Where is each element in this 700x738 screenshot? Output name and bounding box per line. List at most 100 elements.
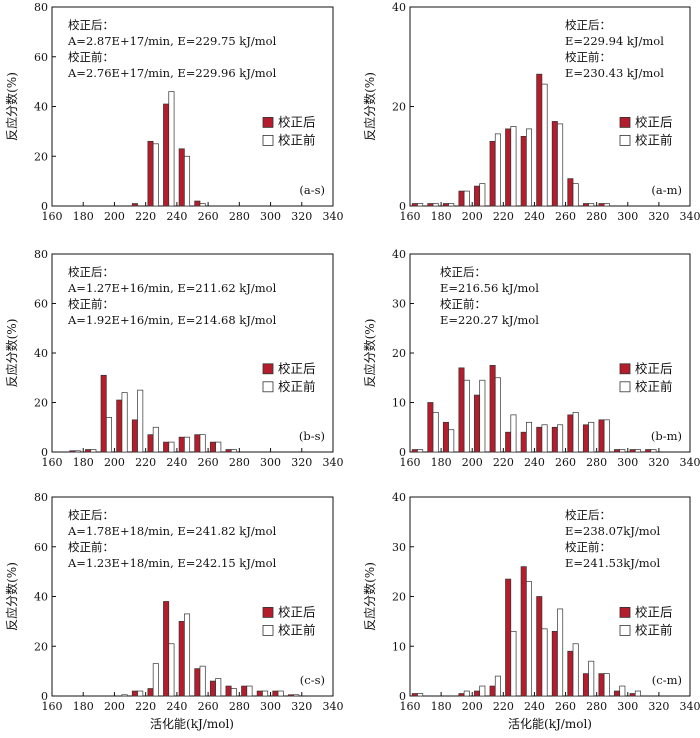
bar-uncorrected [603,419,610,453]
y-tick-label: 60 [34,541,48,554]
y-tick-label: 20 [34,640,48,653]
legend-label: 校正前 [635,132,673,147]
bar-uncorrected [262,690,269,697]
bar-corrected [582,424,589,453]
y-tick-label: 80 [34,1,48,14]
legend-label: 校正前 [278,379,316,394]
bar-corrected [411,449,418,453]
y-tick-label: 40 [34,101,48,114]
chart-panel: 0 20 40 160 180 200 220 240 260 280 300 320 340 反应分数(… [362,1,700,223]
x-tick-label: 200 [104,210,125,223]
panel-label: (c-m) [652,673,682,687]
bar-corrected [598,673,605,697]
bar-corrected [288,694,295,697]
x-tick-label: 280 [586,456,607,469]
annotation-line: 校正前： [68,50,114,64]
bar-uncorrected [541,628,548,697]
bar-corrected [489,140,496,207]
legend-swatch-uncorrected [262,134,274,146]
bar-uncorrected [603,203,610,207]
x-tick-label: 180 [431,210,452,223]
x-tick-label: 260 [198,456,219,469]
legend-swatch-uncorrected [619,381,631,393]
bar-uncorrected [448,429,455,453]
x-tick-label: 240 [524,700,545,713]
x-tick-label: 280 [586,700,607,713]
bar-uncorrected [215,441,222,453]
annotation-line: A=1.92E+16/min, E=214.68 kJ/mol [67,313,277,327]
legend-label: 校正后 [635,604,673,619]
bar-uncorrected [634,690,641,697]
bar-uncorrected [448,203,455,207]
x-tick-label: 300 [260,456,281,469]
annotation-line: 校正前： [565,540,611,554]
bar-corrected [163,441,170,453]
bar-corrected [505,128,512,207]
bar-corrected [551,121,558,207]
bar-corrected [209,441,216,453]
x-tick-label: 220 [135,210,156,223]
bar-uncorrected [526,581,532,697]
y-tick-label: 0 [399,446,406,459]
annotation-line: E=241.53kJ/mol [565,556,661,570]
y-tick-label: 0 [41,446,48,459]
x-tick-label: 200 [462,700,483,713]
x-tick-label: 340 [323,456,344,469]
bar-corrected [427,402,434,453]
bar-uncorrected [105,417,112,453]
bar-corrected [567,414,574,453]
annotation-line: A=1.78E+18/min, E=241.82 kJ/mol [67,524,277,538]
annotation-line: 校正后： [68,265,114,279]
annotation-line: E=229.94 kJ/mol [565,34,664,48]
bar-corrected [614,449,621,453]
bar-corrected [567,650,574,697]
bar-corrected [69,450,76,453]
x-tick-label: 180 [73,210,94,223]
bar-corrected [551,426,558,453]
legend-swatch-corrected [619,363,631,375]
bar-uncorrected [121,694,128,697]
x-tick-label: 340 [680,700,700,713]
legend-label: 校正前 [635,379,673,394]
bar-corrected [536,73,543,207]
y-axis-label: 反应分数(%) [362,562,377,631]
x-tick-label: 320 [291,456,312,469]
annotation-line: E=238.07kJ/mol [565,524,661,538]
bar-uncorrected [230,688,237,697]
chart-panel: 0 10 20 30 40 160 180 200 220 240 260 280 300 320 340 反… [362,248,700,469]
annotation-line: 校正前： [68,540,114,554]
bar-corrected [551,630,558,697]
y-tick-label: 30 [392,298,406,311]
bar-corrected [520,136,527,207]
bar-uncorrected [168,643,175,697]
bar-uncorrected [246,685,253,697]
y-tick-label: 80 [34,491,48,504]
bar-uncorrected [417,203,424,207]
bar-corrected [458,190,465,207]
bar-corrected [458,367,465,453]
bar-uncorrected [572,412,579,453]
bar-uncorrected [90,449,97,453]
x-tick-label: 220 [493,700,514,713]
bar-corrected [411,203,418,207]
x-tick-label: 200 [462,210,483,223]
x-tick-label: 160 [400,210,421,223]
panel-label: (b-s) [299,429,325,443]
annotation-line: E=216.56 kJ/mol [440,281,539,295]
x-tick-label: 340 [323,210,344,223]
y-tick-label: 40 [34,347,48,360]
bar-corrected [505,578,512,697]
bar-corrected [272,690,279,697]
bar-corrected [442,421,449,453]
x-tick-label: 160 [42,700,63,713]
legend-swatch-corrected [262,363,274,375]
bar-corrected [629,693,636,697]
bar-uncorrected [293,694,300,697]
bar-uncorrected [184,613,191,697]
bar-corrected [411,693,418,697]
bar-uncorrected [557,424,564,453]
bar-uncorrected [479,685,486,697]
x-tick-label: 180 [431,700,452,713]
legend-label: 校正前 [278,622,316,637]
bar-corrected [474,185,481,207]
